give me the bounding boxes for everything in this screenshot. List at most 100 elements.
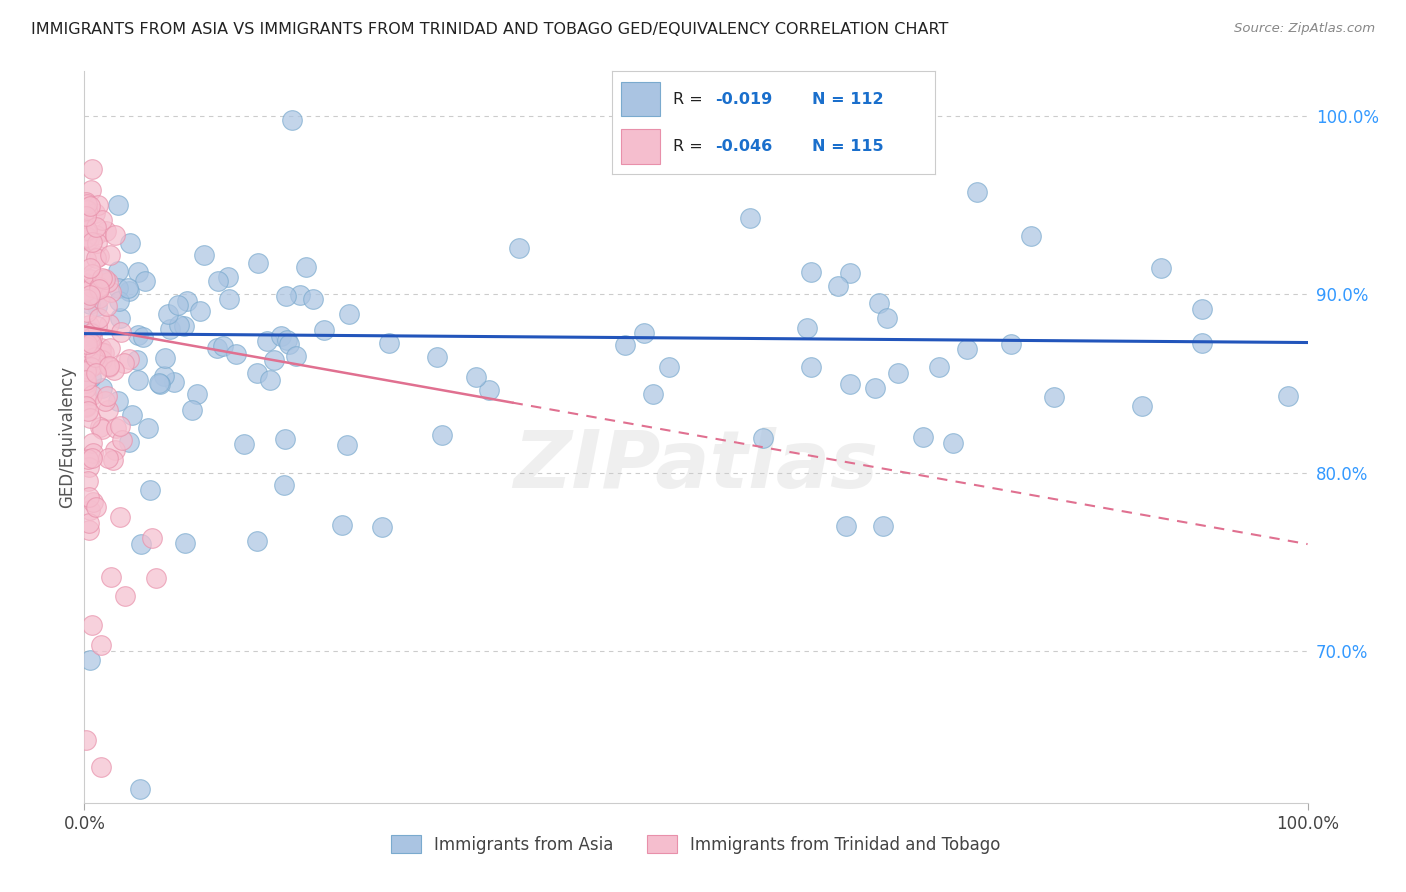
Point — [80, 267, 103, 281]
Point — [796, 321, 818, 335]
Point — [128, 781, 150, 796]
Point — [838, 266, 860, 280]
Point — [97, 317, 120, 331]
Point — [148, 376, 170, 391]
Point — [79, 291, 101, 305]
Point — [86, 318, 108, 333]
Point — [84, 251, 107, 265]
Text: N = 115: N = 115 — [813, 139, 884, 153]
Point — [127, 328, 149, 343]
Point — [117, 281, 139, 295]
Point — [79, 232, 101, 246]
Point — [193, 248, 215, 262]
Point — [77, 452, 100, 467]
Point — [80, 326, 103, 340]
Point — [98, 342, 121, 356]
Point — [76, 343, 98, 358]
Point — [94, 224, 117, 238]
Point — [77, 318, 100, 333]
Point — [75, 285, 97, 299]
Point — [104, 442, 127, 457]
Point — [93, 271, 115, 285]
Point — [77, 490, 100, 504]
Point — [105, 420, 128, 434]
Point — [263, 352, 285, 367]
Point — [207, 341, 229, 355]
Point — [75, 210, 97, 224]
Y-axis label: GED/Equivalency: GED/Equivalency — [58, 366, 76, 508]
Point — [118, 236, 141, 251]
Point — [98, 359, 121, 373]
Point — [108, 294, 131, 309]
Point — [129, 537, 152, 551]
Point — [181, 403, 204, 417]
Point — [127, 373, 149, 387]
Point — [79, 360, 101, 375]
Point — [613, 338, 636, 352]
Point — [84, 227, 107, 242]
Point — [838, 376, 860, 391]
Point — [79, 370, 101, 384]
Point — [76, 197, 98, 211]
Point — [1277, 389, 1299, 403]
Point — [138, 421, 160, 435]
Point — [75, 380, 97, 394]
Text: IMMIGRANTS FROM ASIA VS IMMIGRANTS FROM TRINIDAD AND TOBAGO GED/EQUIVALENCY CORR: IMMIGRANTS FROM ASIA VS IMMIGRANTS FROM … — [31, 22, 948, 37]
Point — [114, 590, 136, 604]
Point — [207, 274, 229, 288]
Point — [153, 351, 176, 366]
Point — [75, 195, 97, 210]
Point — [87, 311, 110, 326]
Text: ZIPatlas: ZIPatlas — [513, 427, 879, 506]
Point — [167, 318, 190, 332]
Point — [246, 366, 269, 380]
Point — [75, 252, 97, 267]
Point — [87, 249, 110, 263]
Point — [87, 280, 110, 294]
Point — [371, 520, 394, 534]
Point — [76, 292, 98, 306]
Point — [277, 336, 299, 351]
Point — [868, 295, 890, 310]
Point — [82, 279, 104, 293]
Point — [107, 198, 129, 212]
Point — [246, 533, 269, 548]
Point — [75, 388, 97, 402]
Legend: Immigrants from Asia, Immigrants from Trinidad and Tobago: Immigrants from Asia, Immigrants from Tr… — [384, 829, 1008, 860]
Point — [91, 381, 114, 395]
Point — [108, 418, 131, 433]
Point — [75, 399, 97, 413]
Point — [91, 271, 114, 285]
Point — [274, 432, 297, 446]
Point — [432, 428, 454, 442]
Point — [132, 330, 155, 344]
Point — [225, 347, 247, 361]
Point — [149, 377, 172, 392]
Point — [273, 478, 295, 492]
Point — [76, 230, 98, 244]
Point — [76, 305, 98, 319]
Point — [77, 475, 100, 489]
Point — [218, 292, 240, 306]
Point — [86, 219, 108, 234]
Point — [80, 335, 103, 350]
Point — [79, 653, 101, 667]
Point — [1191, 335, 1213, 350]
Point — [79, 347, 101, 361]
Point — [79, 502, 101, 516]
Point — [887, 366, 910, 380]
Point — [75, 283, 97, 297]
Point — [110, 325, 132, 339]
Bar — [621, 128, 661, 163]
Point — [97, 451, 120, 466]
Point — [121, 408, 143, 422]
Point — [1191, 301, 1213, 316]
Point — [90, 345, 112, 359]
Point — [139, 483, 162, 497]
Point — [75, 400, 97, 414]
Point — [100, 570, 122, 584]
Point — [98, 248, 121, 262]
Point — [928, 359, 950, 374]
Point — [118, 352, 141, 367]
Point — [84, 366, 107, 380]
